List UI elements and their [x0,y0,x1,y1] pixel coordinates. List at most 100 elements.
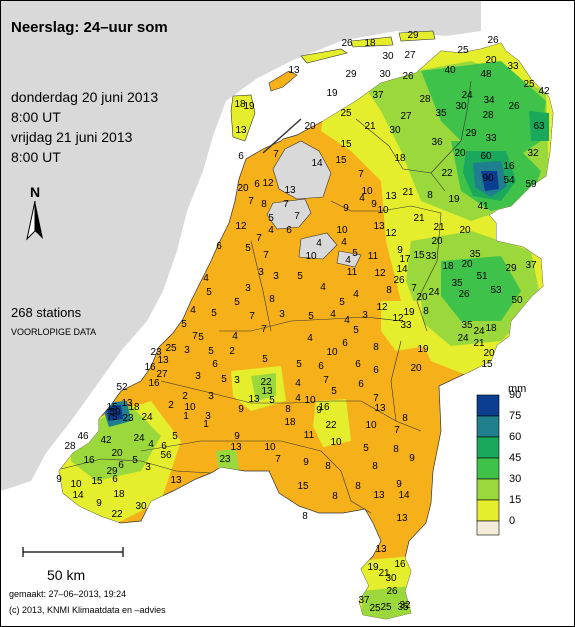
station-value: 12 [374,268,386,279]
period-start-date: donderdag 20 juni 2013 [11,89,159,105]
station-value: 28 [64,441,76,452]
station-value: 40 [444,65,456,76]
station-value: 2 [229,346,235,357]
station-value: 23 [122,413,134,424]
station-value: 5 [296,359,302,370]
station-value: 8 [373,342,379,353]
station-value: 12 [385,228,397,239]
station-value: 4 [316,238,322,249]
station-value: 7 [411,283,417,294]
station-value: 33 [507,61,519,72]
legend-tick-30: 30 [509,473,522,485]
station-value: 42 [538,86,550,97]
station-value: 37 [358,595,370,606]
station-value: 24 [428,287,440,298]
station-value: 27 [404,50,416,61]
station-value: 25 [457,45,469,56]
precipitation-fields [59,43,553,619]
north-label: N [30,184,40,200]
station-value: 35 [469,249,481,260]
station-value: 13 [375,544,387,555]
station-value: 6 [254,179,260,190]
station-value: 29 [345,69,357,80]
station-value: 5 [132,455,138,466]
station-value: 8 [285,404,291,415]
station-value: 46 [77,431,89,442]
station-value: 14 [398,490,410,501]
station-value: 14 [311,158,323,169]
copyright: (c) 2013, KNMI Klimaatdata en –advies [9,605,166,615]
station-value: 15 [91,476,103,487]
station-value: 18 [128,402,140,413]
station-value: 10 [70,479,82,490]
station-value: 20 [485,55,497,66]
station-value: 10 [377,205,389,216]
station-value: 22 [260,377,272,388]
station-value: 4 [353,289,359,300]
legend-tick-0: 0 [509,515,516,527]
station-value: 59 [109,407,121,418]
station-value: 5 [331,386,337,397]
station-value: 4 [148,439,154,450]
station-value: 20 [237,183,249,194]
station-value: 24 [141,412,153,423]
legend-tick-75: 75 [509,410,522,422]
station-value: 7 [248,196,254,207]
station-value: 3 [279,309,285,320]
legend-colorbar [476,394,500,536]
station-value: 6 [358,379,364,390]
station-value: 21 [413,213,425,224]
station-value: 13 [385,191,397,202]
station-value: 5 [211,308,217,319]
station-value: 5 [221,374,227,385]
station-value: 7 [373,393,379,404]
station-value: 30 [135,501,147,512]
station-value: 30 [385,573,397,584]
legend-swatch-0 [476,520,500,536]
station-value: 5 [172,431,178,442]
station-value: 6 [161,441,167,452]
station-value: 5 [198,332,204,343]
station-value: 54 [503,175,515,186]
station-value: 16 [83,455,95,466]
map-title: Neerslag: 24–uur som [11,19,168,36]
station-value: 20 [454,148,466,159]
station-value: 20 [483,348,495,359]
station-value: 8 [269,294,275,305]
station-value: 19 [417,344,429,355]
station-value: 13 [374,403,386,414]
station-value: 19 [403,307,415,318]
station-value: 12 [262,178,274,189]
station-value: 34 [483,95,495,106]
station-value: 13 [396,513,408,524]
station-value: 7 [263,250,269,261]
station-value: 59 [525,179,537,190]
station-value: 7 [275,454,281,465]
station-value: 26 [341,38,353,49]
station-value: 26 [508,101,520,112]
station-value: 14 [396,264,408,275]
station-value: 26 [487,35,499,46]
station-value: 3 [362,310,368,321]
station-value: 6 [118,460,124,471]
station-value: 53 [490,285,502,296]
station-value: 26 [386,586,398,597]
station-value: 51 [476,271,488,282]
station-value: 8 [423,306,429,317]
station-value: 4 [295,378,301,389]
station-value: 28 [419,94,431,105]
north-arrow-icon: N [26,184,43,241]
station-value: 7 [358,169,364,180]
station-value: 35 [461,320,473,331]
station-value: 3 [184,345,190,356]
station-value: 10 [361,186,373,197]
station-value: 9 [234,431,240,442]
station-value: 41 [477,201,489,212]
legend-swatch-60 [476,436,500,459]
station-value: 5 [352,248,358,259]
station-value: 56 [160,450,172,461]
station-value: 20 [461,259,473,270]
station-value: 7 [273,149,279,160]
station-value: 32 [399,600,411,611]
station-value: 4 [232,331,238,342]
